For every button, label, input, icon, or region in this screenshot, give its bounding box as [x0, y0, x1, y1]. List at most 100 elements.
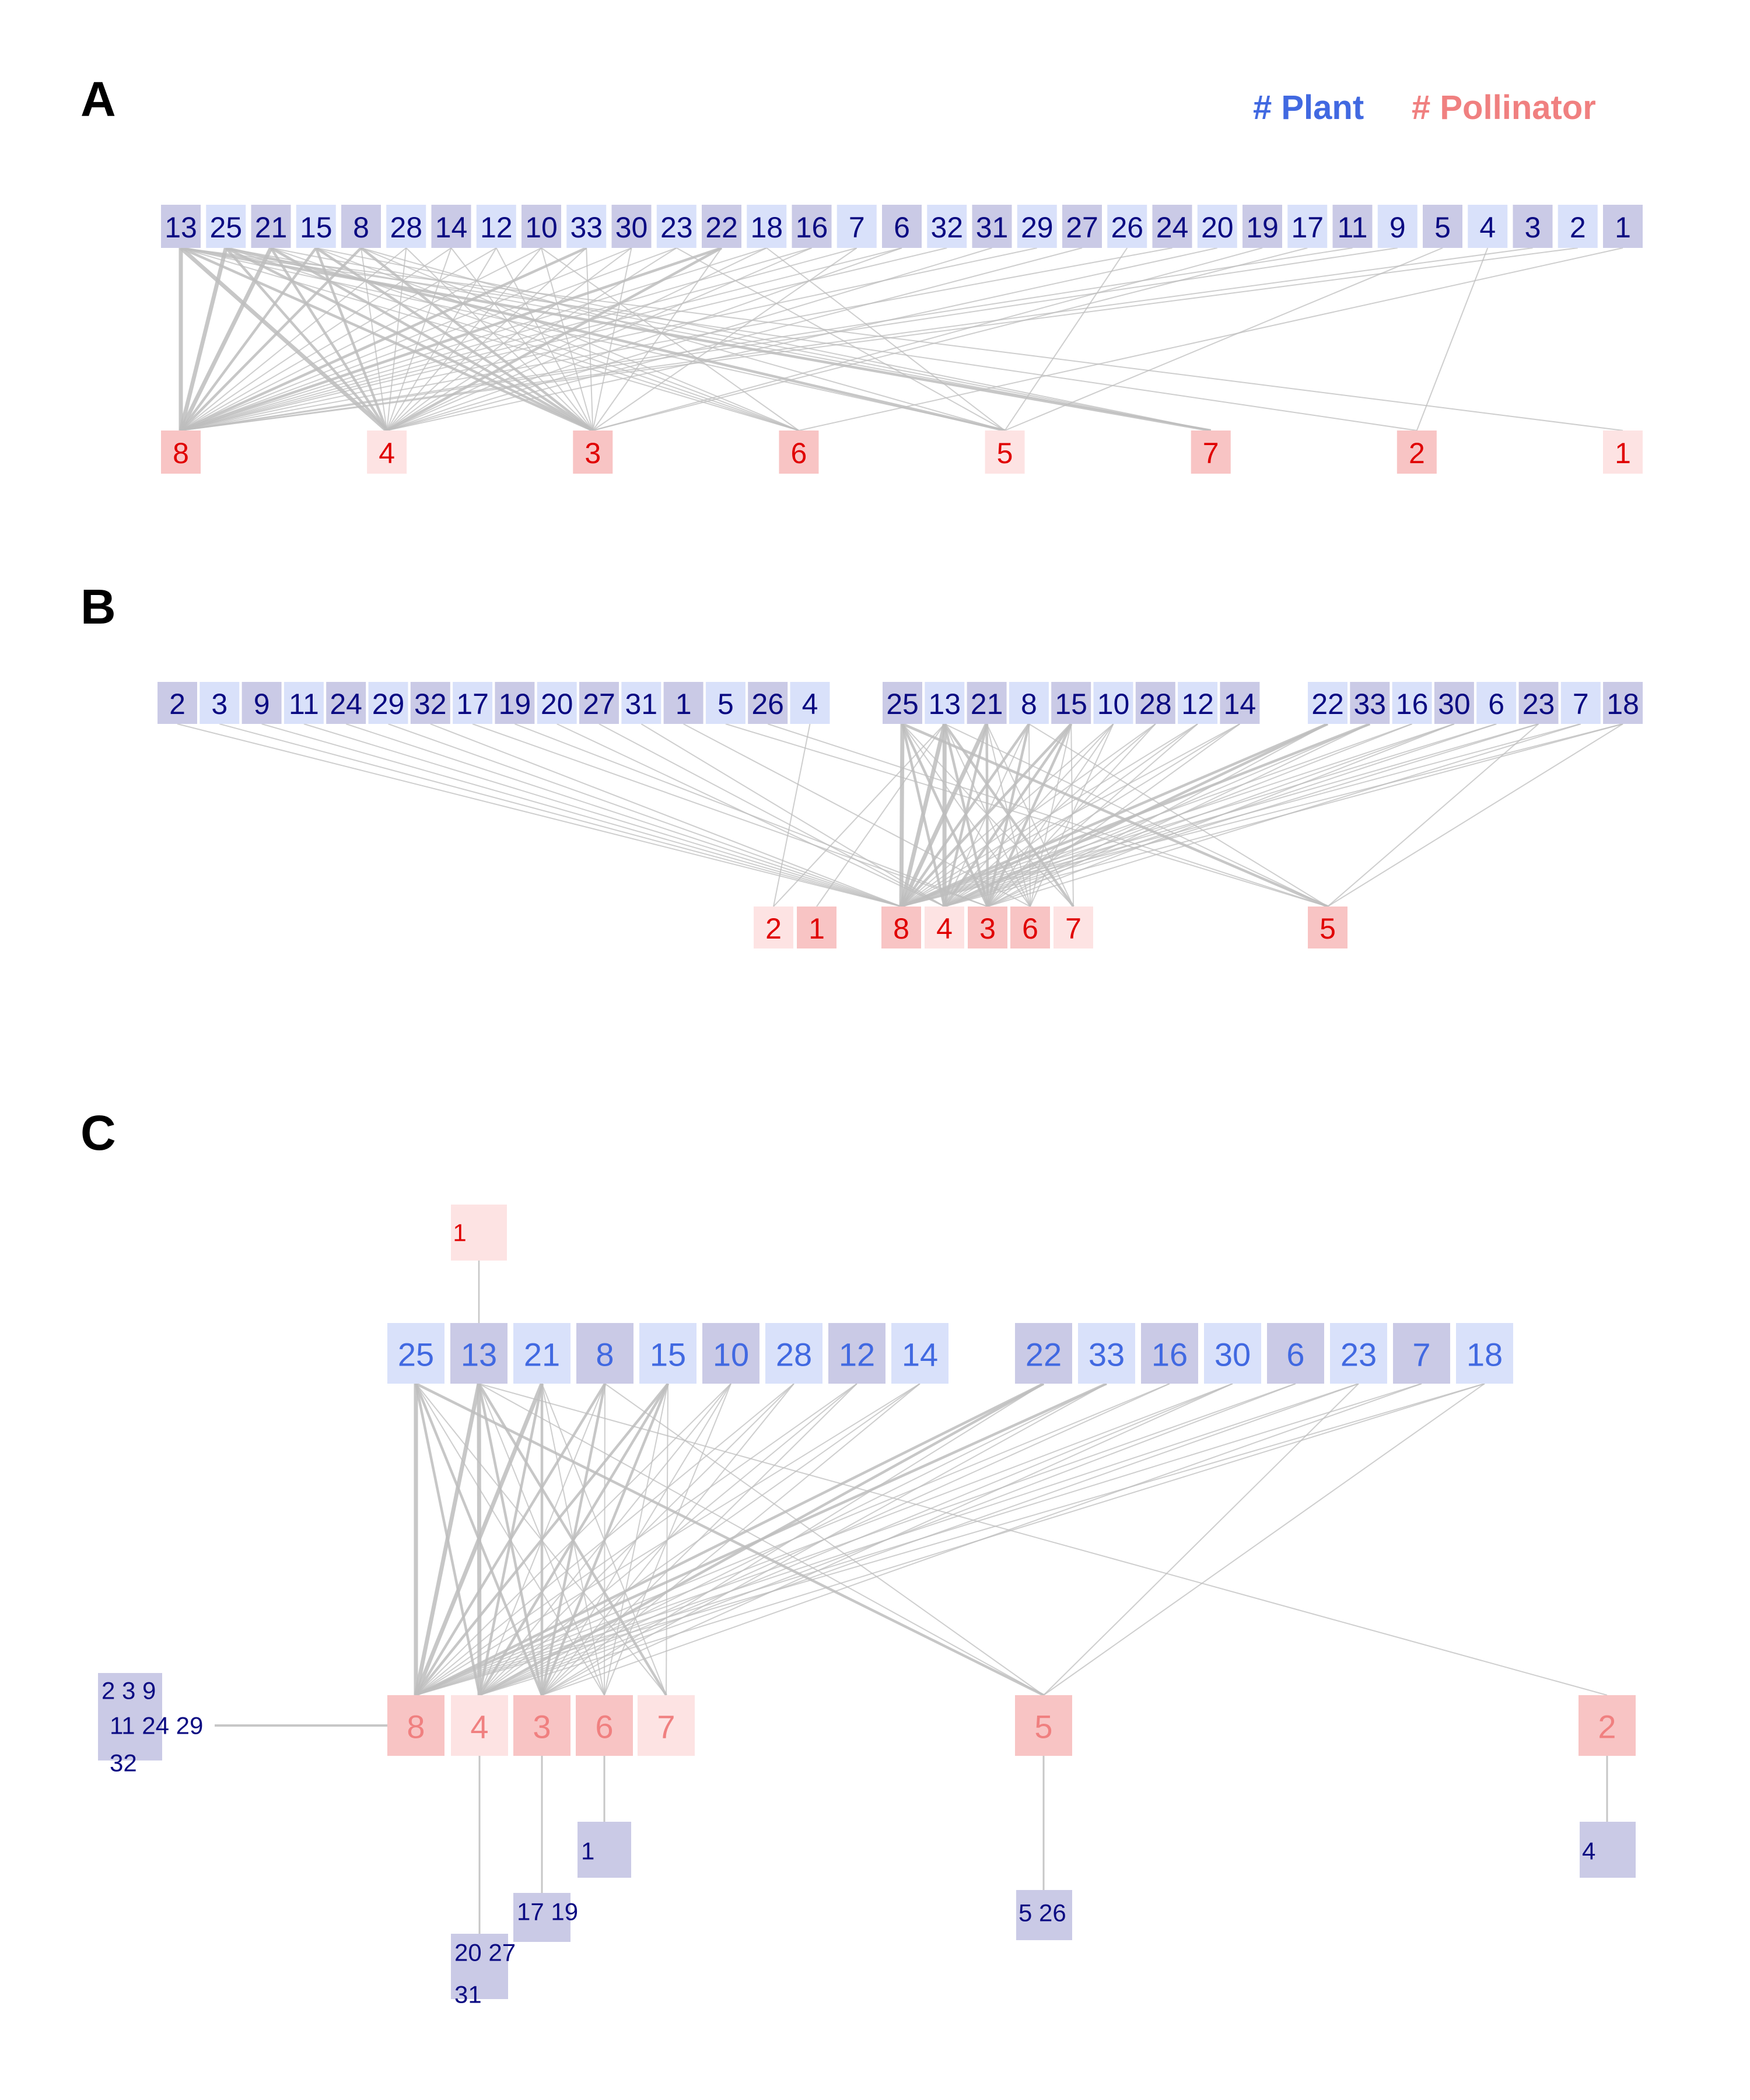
plant-node-label: 28 [776, 1336, 812, 1373]
pollinator-node-box [576, 1695, 633, 1756]
pollinator-node-label: 7 [1203, 437, 1219, 470]
plant-node-box [495, 682, 535, 724]
edge [261, 723, 902, 907]
plant-node-label: 20 [1201, 211, 1234, 244]
pollinator-node-label: 6 [1022, 912, 1038, 945]
pollinator-node-box [1010, 907, 1050, 949]
plant-node-label: 23 [1522, 688, 1555, 720]
plant-node-box [705, 682, 746, 724]
plant-node-box [579, 682, 619, 724]
plant-group-box [451, 1934, 508, 1999]
pollinator-node-box [513, 1695, 570, 1756]
plant-group-label: 31 [454, 1981, 482, 2008]
edge [944, 723, 1412, 907]
plant-node-box [1152, 205, 1192, 248]
plant-node-label: 32 [930, 211, 963, 244]
edge [178, 247, 228, 431]
plant-node-label: 7 [1573, 688, 1589, 720]
plant-node-label: 23 [660, 211, 693, 244]
edge [586, 247, 594, 431]
edge [1043, 1383, 1485, 1696]
plant-node-label: 30 [1214, 1336, 1251, 1373]
plant-node-label: 12 [1181, 688, 1214, 720]
pollinator-node-label: 4 [936, 912, 953, 945]
plant-node-box [1456, 1323, 1513, 1384]
plant-node-box [158, 682, 197, 724]
plant-node-box [410, 682, 450, 724]
edge [478, 1383, 1608, 1696]
plant-node-box [1513, 205, 1553, 248]
plant-node-label: 21 [255, 211, 288, 244]
plant-node-box [1017, 205, 1057, 248]
plant-group-label: 32 [110, 1749, 137, 1777]
edge [415, 1383, 1296, 1696]
pollinator-node-label: 8 [893, 912, 909, 945]
plant-node-label: 27 [583, 688, 615, 720]
edge [640, 723, 945, 907]
plant-node-box [1330, 1323, 1387, 1384]
plant-node-label: 16 [1152, 1336, 1188, 1373]
pollinator-node-label: 7 [657, 1709, 675, 1745]
edge [386, 247, 723, 432]
edge [219, 723, 902, 907]
edge [180, 247, 1623, 431]
plant-node-label: 13 [164, 211, 197, 244]
edge [944, 722, 1328, 908]
pollinator-node-label: 5 [997, 437, 1013, 470]
pollinator-node-box [985, 430, 1025, 474]
edge [316, 247, 799, 431]
edge [767, 723, 1328, 907]
plant-node-box [1603, 682, 1643, 724]
plant-node-box [513, 1323, 570, 1384]
plant-node-box [836, 205, 877, 248]
edge [178, 247, 273, 432]
plant-node-label: 13 [928, 688, 961, 720]
edge [899, 723, 905, 907]
edge [901, 723, 1412, 907]
pollinator-node-label: 6 [595, 1709, 613, 1745]
plant-node-label: 16 [1396, 688, 1429, 720]
edge-layer [177, 246, 1623, 1934]
edge [900, 723, 1030, 908]
pollinator-node-box [925, 907, 964, 949]
edge [593, 247, 1308, 431]
plant-node-label: 26 [751, 688, 784, 720]
plant-node-label: 22 [1311, 688, 1344, 720]
edge [180, 247, 677, 431]
plant-group-label: 17 19 [517, 1898, 578, 1926]
edge [514, 723, 988, 907]
plant-node-box [576, 1323, 634, 1384]
plant-node-box [1141, 1323, 1198, 1384]
plant-node-label: 25 [398, 1336, 434, 1373]
plant-node-label: 6 [894, 211, 910, 244]
edge [592, 247, 858, 431]
edge [430, 723, 902, 907]
edge [541, 1383, 732, 1696]
edge [386, 247, 902, 431]
edge [179, 246, 388, 432]
plant-node-box [1308, 682, 1348, 724]
plant-node-label: 33 [1353, 688, 1386, 720]
plant-node-box [621, 682, 662, 724]
plant-node-box [522, 205, 561, 248]
plant-node-box [1220, 682, 1260, 724]
pollinator-node-box [1396, 430, 1437, 474]
plant-node-label: 8 [596, 1336, 614, 1373]
pollinator-node-box [881, 907, 921, 949]
pollinator-node-label: 4 [470, 1709, 488, 1745]
plant-group-label: 20 27 [454, 1939, 516, 1966]
edge [386, 247, 812, 431]
plant-node-label: 11 [289, 688, 319, 720]
plant-node-box [206, 205, 246, 248]
plant-node-box [1015, 1323, 1072, 1384]
edge [1004, 247, 1128, 431]
plant-node-box [251, 205, 291, 248]
edge [1327, 723, 1623, 907]
plant-node-box [1093, 682, 1133, 724]
plant-node-label: 30 [615, 211, 648, 244]
pollinator-node-box [387, 1695, 444, 1756]
panel-b-label: B [80, 579, 116, 634]
edge [180, 247, 1353, 431]
plant-node-label: 1 [1615, 211, 1631, 244]
plant-node-box [1393, 1323, 1450, 1384]
